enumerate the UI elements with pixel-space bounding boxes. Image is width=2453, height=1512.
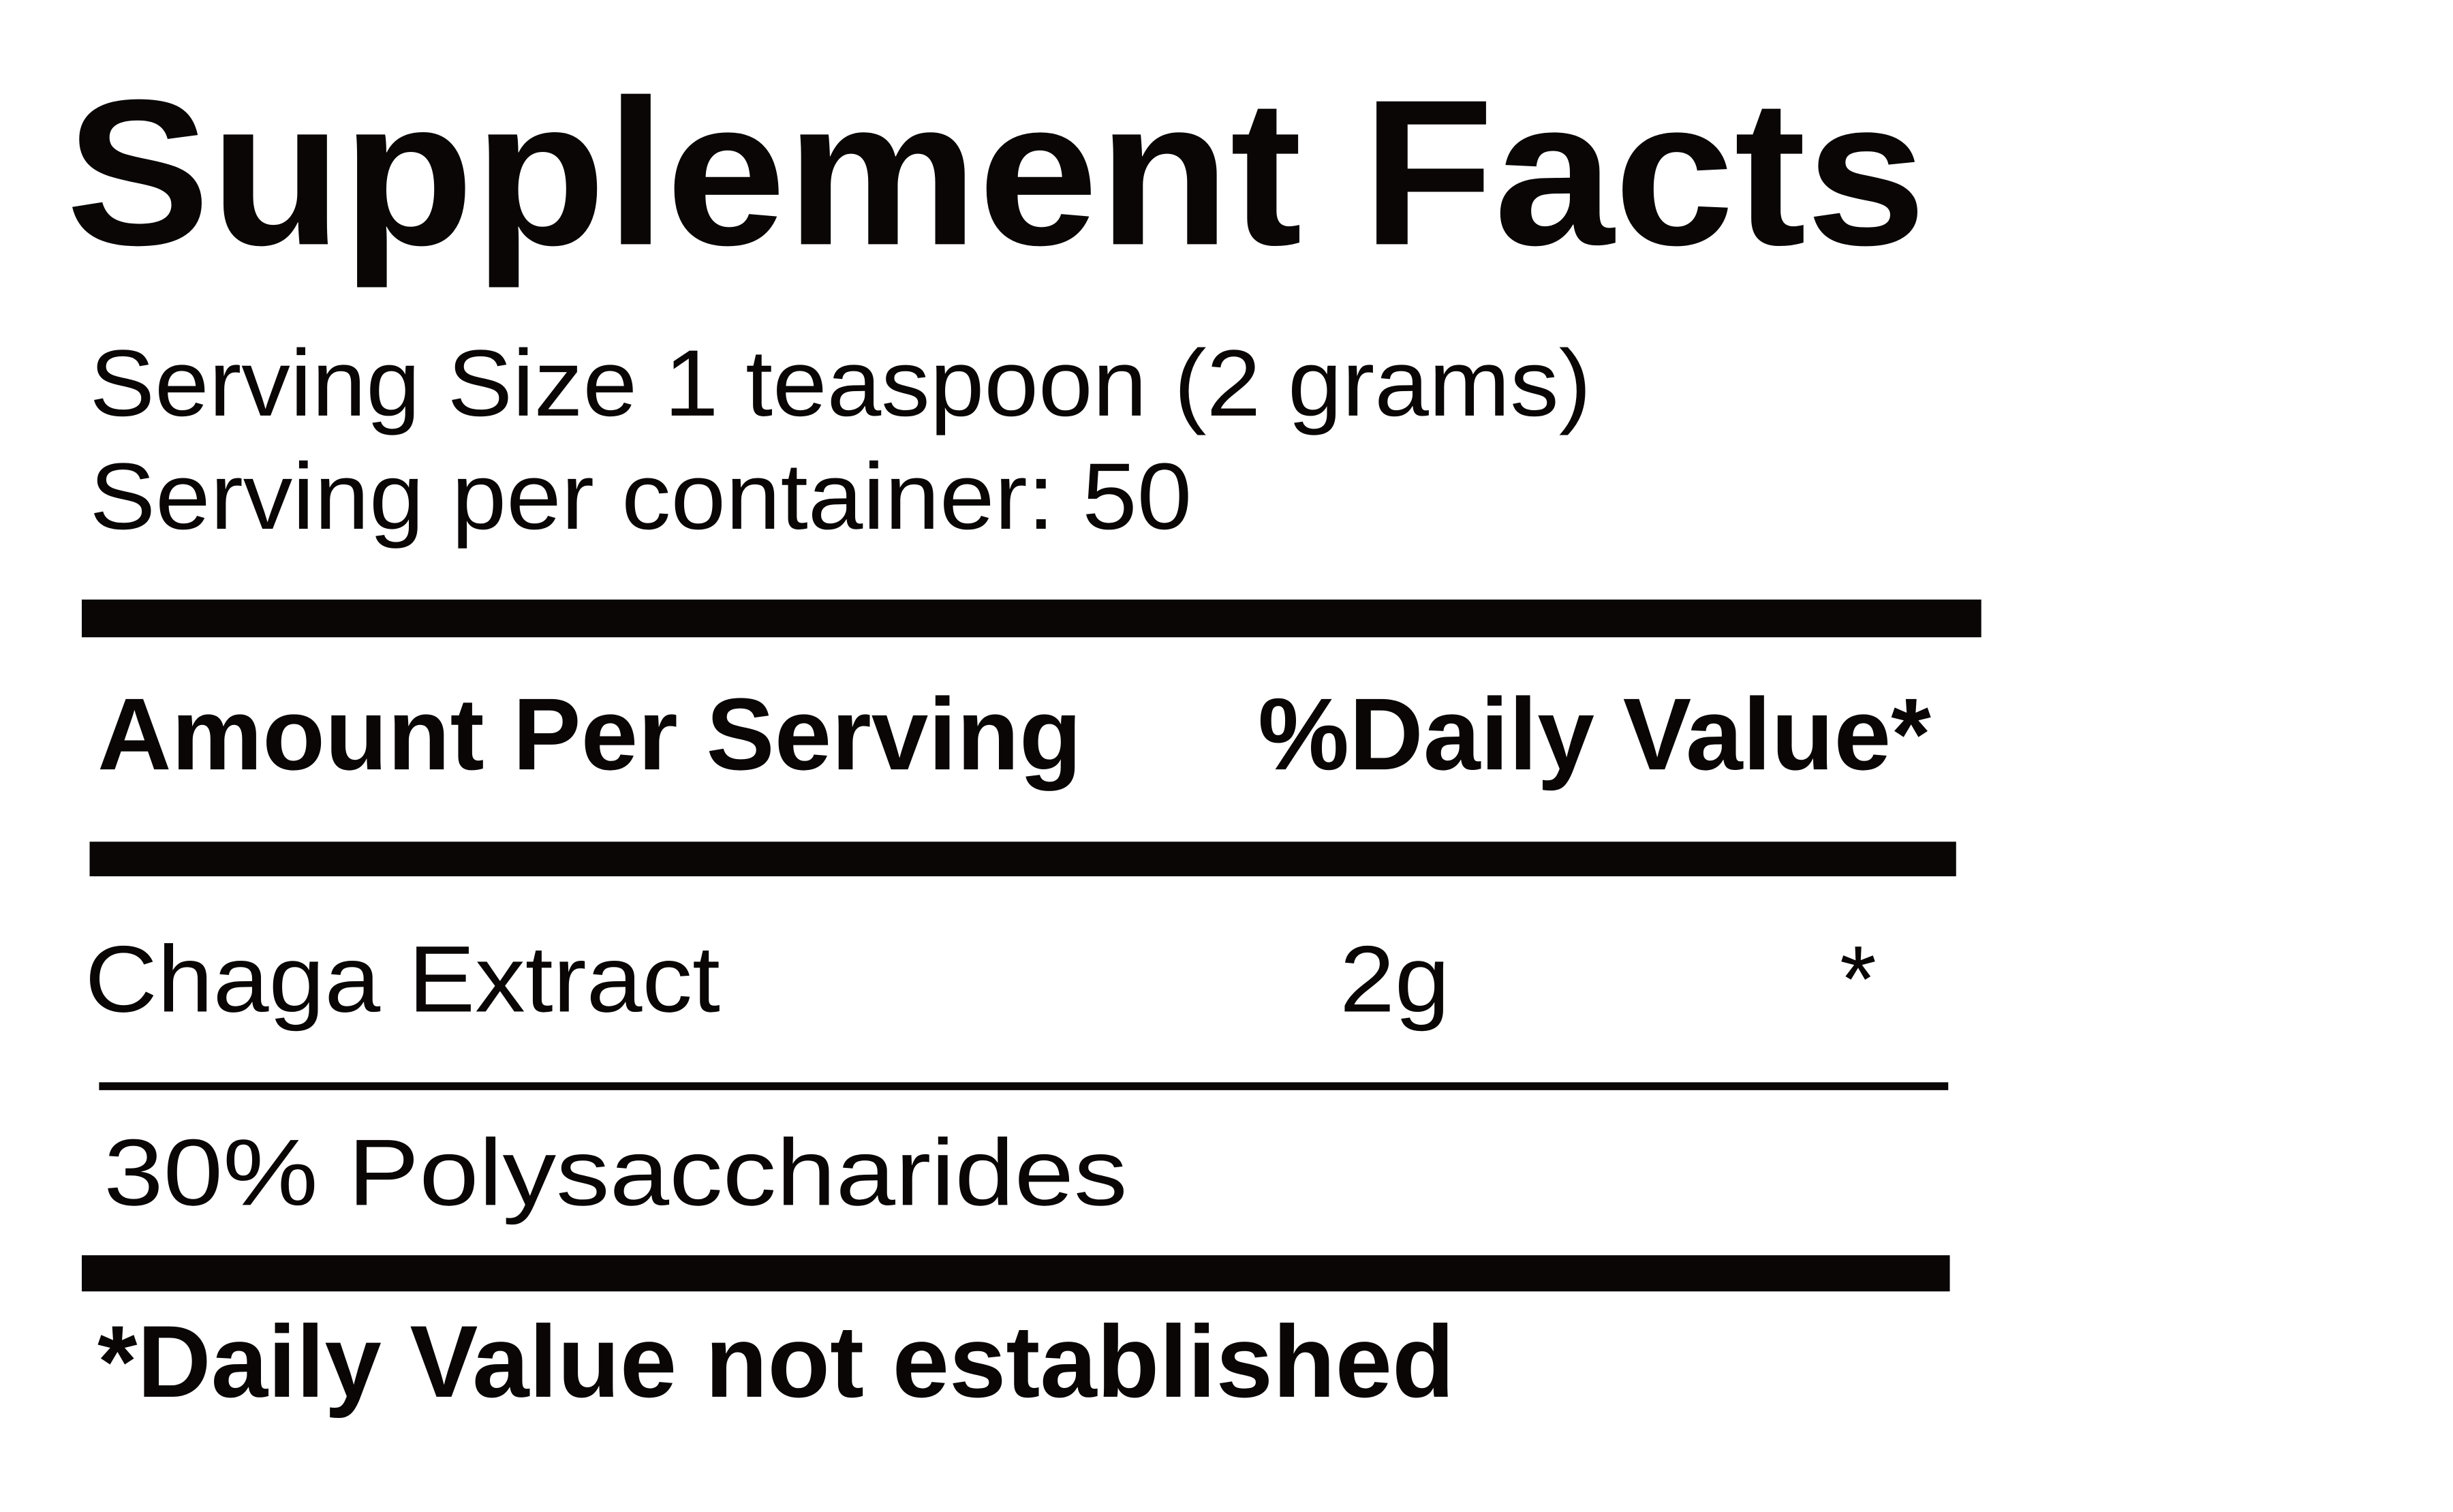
servings-per-container: Serving per container: 50 bbox=[90, 444, 1192, 549]
title: Supplement Facts bbox=[66, 56, 1926, 290]
ingredient-daily-value: * bbox=[1840, 927, 1877, 1032]
ingredient-subitem: 30% Polysaccharides bbox=[104, 1120, 1127, 1225]
ingredient-name: Chaga Extract bbox=[85, 927, 720, 1032]
footnote: *Daily Value not established bbox=[97, 1304, 1455, 1419]
thick-divider bbox=[89, 842, 1956, 877]
header-amount-per-serving: Amount Per Serving bbox=[97, 677, 1082, 791]
thick-divider bbox=[82, 599, 1981, 638]
serving-size: Serving Size 1 teaspoon (2 grams) bbox=[90, 331, 1592, 436]
header-daily-value: %Daily Value* bbox=[1258, 677, 1931, 791]
thin-divider bbox=[99, 1082, 1949, 1090]
ingredient-amount: 2g bbox=[1340, 927, 1450, 1032]
thick-divider bbox=[82, 1255, 1950, 1292]
